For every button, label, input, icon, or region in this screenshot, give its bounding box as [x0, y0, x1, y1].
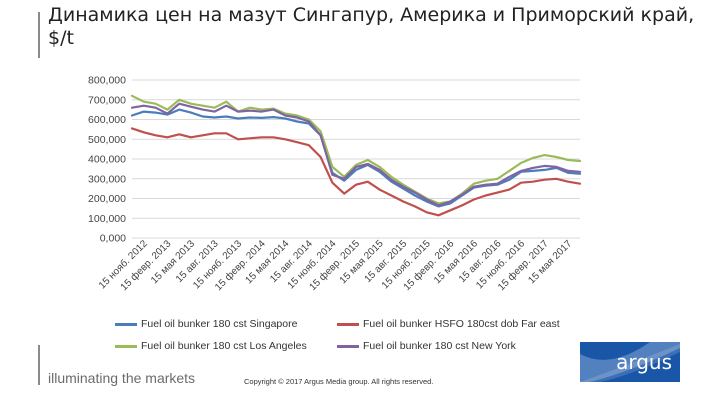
y-tick-label-1: 100,000 — [88, 213, 126, 225]
legend-label-new-york: Fuel oil bunker 180 cst New York — [363, 340, 516, 352]
legend-swatch-far-east — [337, 322, 359, 326]
y-tick-label-6: 600,000 — [88, 114, 126, 126]
slide-title: Динамика цен на мазут Сингапур, Америка … — [48, 4, 695, 49]
y-tick-label-4: 400,000 — [88, 154, 126, 166]
series-line-0 — [130, 108, 582, 208]
legend-item-new-york: Fuel oil bunker 180 cst New York — [337, 340, 516, 352]
series-line-1 — [130, 127, 582, 217]
legend-swatch-singapore — [115, 322, 137, 326]
y-tick-label-8: 800,000 — [88, 75, 126, 87]
y-tick-label-0: 0,000 — [100, 233, 126, 245]
legend-label-singapore: Fuel oil bunker 180 cst Singapore — [141, 318, 298, 330]
series-line-2 — [130, 94, 582, 205]
legend-label-los-angeles: Fuel oil bunker 180 cst Los Angeles — [141, 340, 307, 352]
y-tick-label-2: 200,000 — [88, 193, 126, 205]
logo-swoosh-icon — [580, 342, 680, 382]
argus-logo: argus — [580, 342, 680, 382]
legend-item-singapore: Fuel oil bunker 180 cst Singapore — [115, 318, 297, 330]
legend-item-los-angeles: Fuel oil bunker 180 cst Los Angeles — [115, 340, 307, 352]
footer-tagline: illuminating the markets — [48, 370, 196, 386]
legend-item-far-east: Fuel oil bunker HSFO 180cst dob Far east — [337, 318, 560, 330]
footer-accent-bar — [38, 345, 40, 385]
legend-swatch-new-york — [337, 344, 359, 348]
legend-label-far-east: Fuel oil bunker HSFO 180cst dob Far east — [363, 318, 560, 330]
y-tick-label-7: 700,000 — [88, 94, 126, 106]
series-line-3 — [130, 102, 582, 207]
title-accent-bar — [38, 12, 40, 58]
y-tick-label-5: 500,000 — [88, 134, 126, 146]
logo-text: argus — [616, 350, 672, 374]
legend-swatch-los-angeles — [115, 344, 137, 348]
copyright-notice: Copyright © 2017 Argus Media group. All … — [244, 377, 434, 386]
y-tick-label-3: 300,000 — [88, 173, 126, 185]
